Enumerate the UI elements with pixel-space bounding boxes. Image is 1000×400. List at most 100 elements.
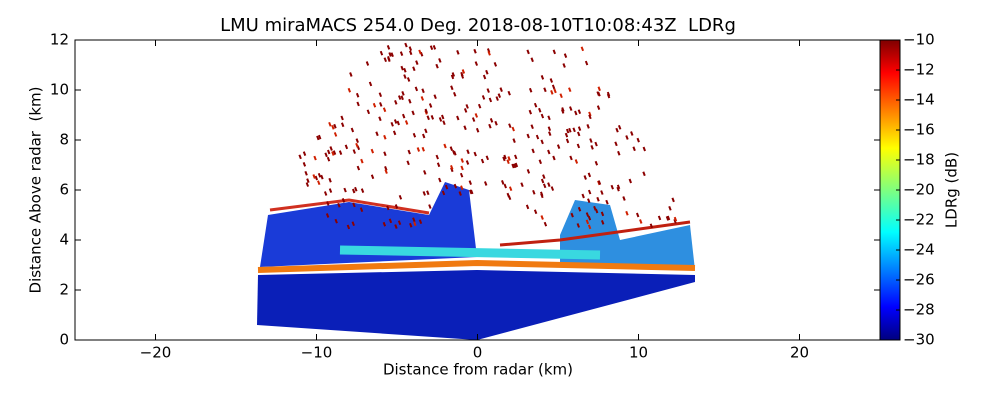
echo	[329, 146, 333, 151]
echo	[482, 74, 487, 80]
colorbar-tick-label: −14	[903, 91, 935, 109]
echo	[514, 154, 518, 160]
colorbar-tick-label: −28	[903, 301, 935, 319]
echo	[589, 138, 593, 143]
echo	[412, 132, 417, 138]
colorbar-tick-label: −30	[903, 331, 935, 349]
echo	[355, 138, 359, 143]
echo	[343, 187, 347, 193]
echo	[471, 117, 476, 122]
echo	[324, 152, 328, 158]
echo	[473, 48, 477, 54]
echo	[540, 113, 545, 119]
colorbar-tick-label: −22	[903, 211, 935, 229]
echo	[671, 197, 675, 203]
echo	[453, 183, 458, 189]
echo	[383, 151, 387, 157]
echo	[513, 163, 517, 169]
echo	[415, 60, 419, 65]
echo	[552, 49, 557, 55]
echo	[548, 131, 552, 136]
echo	[365, 61, 370, 66]
echo	[306, 178, 310, 183]
echo	[553, 88, 557, 94]
echo	[441, 114, 445, 120]
echo	[407, 149, 411, 155]
echo	[514, 162, 519, 168]
echo	[526, 169, 531, 174]
echo	[331, 151, 335, 156]
echo	[352, 202, 356, 208]
echo	[535, 134, 540, 140]
echo	[332, 150, 337, 155]
echo	[540, 178, 545, 184]
echo	[585, 219, 590, 225]
echo	[313, 155, 317, 161]
echo	[614, 141, 618, 147]
echo	[392, 130, 397, 136]
echo	[418, 219, 423, 225]
echo	[605, 199, 609, 205]
echo	[649, 223, 654, 229]
echo	[450, 74, 455, 80]
echo	[540, 75, 545, 80]
echo	[636, 137, 640, 143]
echo	[413, 221, 417, 227]
echo	[495, 96, 499, 101]
echo	[562, 63, 566, 68]
echo	[628, 178, 632, 184]
colorbar-tick-label: −26	[903, 271, 935, 289]
echo	[497, 93, 501, 98]
field-edge	[269, 198, 430, 215]
echo	[328, 121, 332, 127]
echo	[597, 180, 602, 185]
echo	[533, 209, 538, 215]
echo	[528, 109, 532, 115]
echo	[561, 107, 565, 112]
colorbar-tick-label: −12	[903, 61, 935, 79]
echo	[542, 183, 547, 189]
echo	[453, 91, 457, 97]
echo	[616, 186, 620, 192]
echo	[526, 133, 530, 139]
field-edge	[499, 220, 691, 247]
echo	[351, 221, 355, 227]
echo	[409, 50, 413, 56]
echo	[304, 170, 308, 176]
echo	[341, 198, 346, 203]
echo	[459, 172, 464, 178]
echo	[317, 180, 321, 186]
echo	[403, 74, 407, 79]
echo	[406, 77, 411, 82]
echo	[487, 50, 491, 56]
echo	[356, 165, 361, 171]
x-tick-label: −20	[140, 344, 172, 362]
colorbar-tick-label: −16	[903, 121, 935, 139]
echo	[370, 174, 375, 180]
echo	[507, 195, 512, 201]
echo	[400, 65, 404, 71]
echo	[355, 92, 360, 98]
echo	[568, 87, 572, 93]
echo	[424, 108, 428, 114]
echo	[632, 146, 636, 152]
echo	[460, 185, 464, 191]
echo	[372, 102, 377, 108]
echo	[475, 127, 480, 133]
echo	[547, 115, 551, 121]
echo	[485, 155, 490, 161]
echo	[433, 94, 437, 100]
echo	[530, 124, 534, 130]
radar-field	[257, 42, 696, 340]
echo	[587, 224, 592, 230]
echo	[408, 98, 412, 104]
echo	[394, 224, 398, 229]
echo	[352, 149, 356, 154]
echo	[408, 46, 413, 51]
echo	[532, 189, 536, 195]
echo	[461, 69, 466, 74]
echo	[642, 146, 646, 152]
echo	[588, 114, 592, 120]
echo	[463, 125, 467, 131]
